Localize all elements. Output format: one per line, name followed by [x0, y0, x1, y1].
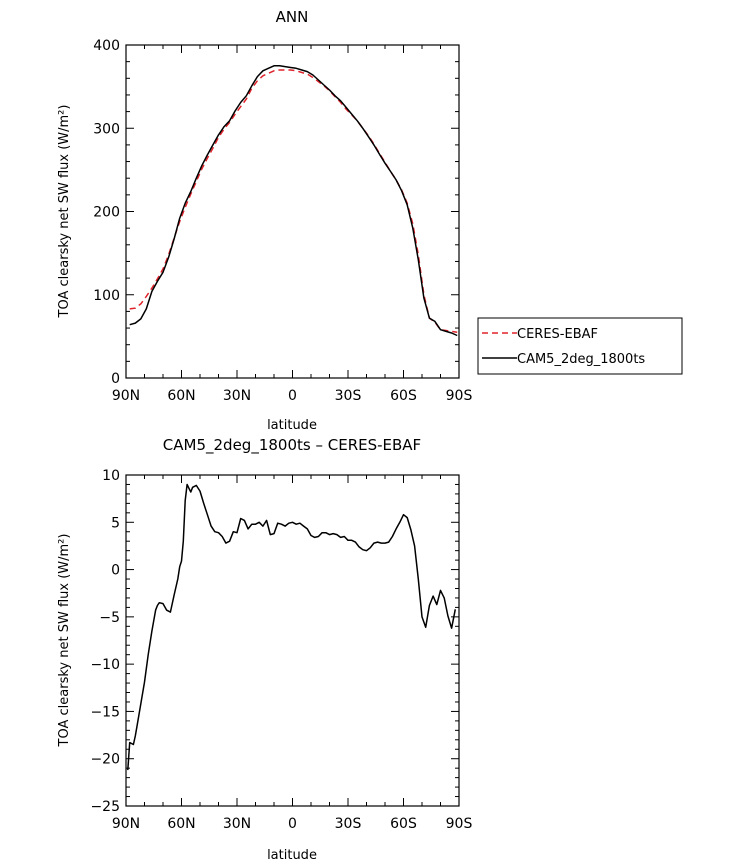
top-y-tick-label: 100 [93, 288, 120, 304]
bottom-x-tick-label: 90N [112, 816, 140, 832]
bottom-y-tick-label: −10 [90, 657, 120, 673]
top-x-tick-label: 90S [446, 388, 473, 404]
top-plot-area: 0 100 200 300 400 90N 60N 30N 0 30S 60S 90S [93, 38, 472, 404]
legend-box [477, 317, 683, 375]
top-x-tick-label: 30S [335, 388, 362, 404]
bottom-y-tick-label: 5 [111, 515, 120, 531]
bottom-x-tick-label: 90S [446, 816, 473, 832]
bottom-series-line-0 [127, 483, 457, 771]
top-chart-title: ANN [276, 8, 309, 26]
bottom-chart-title: CAM5_2deg_1800ts – CERES-EBAF [163, 436, 421, 455]
legend: CERES-EBAF CAM5_2deg_1800ts [477, 317, 683, 375]
top-y-tick-label: 300 [93, 121, 120, 137]
bottom-y-axis-label: TOA clearsky net SW flux (W/m²) [57, 534, 72, 748]
top-series-line-0 [129, 69, 458, 333]
bottom-plot-area: −25 −20 −15 −10 −5 0 5 10 90N 60N 30N 0 30S 60S 90S [90, 468, 472, 832]
bottom-y-tick-label: 10 [102, 468, 120, 484]
top-y-axis-label: TOA clearsky net SW flux (W/m²) [57, 105, 72, 319]
top-y-tick-label: 0 [111, 371, 120, 387]
top-x-axis-label: latitude [267, 418, 317, 433]
bottom-x-axis-label: latitude [267, 848, 317, 863]
bottom-x-tick-label: 0 [288, 816, 297, 832]
bottom-y-tick-label: −25 [90, 799, 120, 815]
top-series-line-1 [129, 65, 458, 337]
bottom-x-tick-label: 30N [223, 816, 251, 832]
top-x-tick-label: 90N [112, 388, 140, 404]
top-y-tick-label: 400 [93, 38, 120, 54]
bottom-x-tick-label: 60N [167, 816, 195, 832]
bottom-x-tick-label: 60S [390, 816, 417, 832]
top-panel: ANN TOA clearsky net SW flux (W/m²) lati… [57, 8, 472, 433]
bottom-panel: CAM5_2deg_1800ts – CERES-EBAF TOA clears… [57, 436, 472, 863]
top-x-tick-label: 30N [223, 388, 251, 404]
bottom-y-tick-label: 0 [111, 563, 120, 579]
top-x-tick-label: 60N [167, 388, 195, 404]
bottom-y-tick-label: −20 [90, 752, 120, 768]
top-y-tick-label: 200 [93, 205, 120, 221]
top-x-tick-label: 60S [390, 388, 417, 404]
legend-label-cam5: CAM5_2deg_1800ts [517, 352, 645, 367]
bottom-x-tick-label: 30S [335, 816, 362, 832]
top-x-tick-label: 0 [288, 388, 297, 404]
bottom-y-tick-label: −15 [90, 704, 120, 720]
legend-label-ceres: CERES-EBAF [517, 327, 598, 342]
bottom-y-tick-label: −5 [99, 610, 120, 626]
